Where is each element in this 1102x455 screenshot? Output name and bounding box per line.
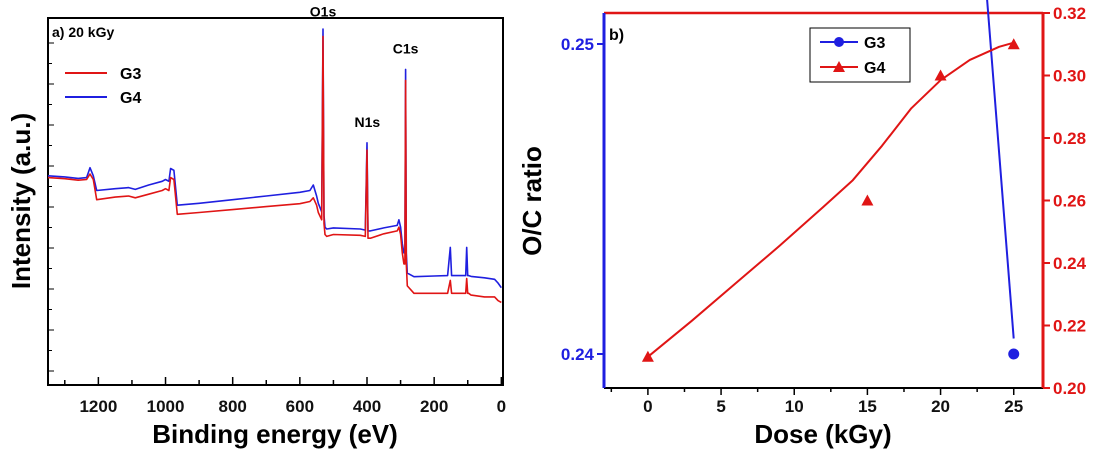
panel-a-legend: G3 G4 xyxy=(65,66,141,107)
right-y-tick-label: 0.22 xyxy=(1053,317,1086,336)
right-y-tick-label: 0.28 xyxy=(1053,129,1086,148)
panel-b-label: b) xyxy=(609,27,624,44)
right-y-tick-label: 0.30 xyxy=(1053,67,1086,86)
panel-a-series-group xyxy=(47,28,502,304)
x-tick-label: 5 xyxy=(716,397,725,416)
panel-a-peak-annotations: O1s N1s C1s xyxy=(310,4,419,130)
series-g4-point xyxy=(861,194,874,206)
legend-g3-label-b: G3 xyxy=(864,35,885,52)
x-tick-label: 200 xyxy=(420,397,448,416)
left-y-tick-label: 0.25 xyxy=(561,35,594,54)
panel-b-x-ticks: 0 5 10 15 20 25 xyxy=(610,388,1023,416)
peak-label-n1s: N1s xyxy=(354,114,380,130)
x-tick-label: 1000 xyxy=(147,397,185,416)
x-tick-label: 20 xyxy=(931,397,950,416)
right-y-tick-label: 0.32 xyxy=(1053,4,1086,23)
panel-b-right-y-ticks: 0.20 0.22 0.24 0.26 0.28 0.30 0.32 xyxy=(1043,4,1087,398)
left-y-tick-label: 0.24 xyxy=(561,345,595,364)
legend-box-b xyxy=(809,27,911,83)
panel-a-y-axis-title: Intensity (a.u.) xyxy=(6,113,36,289)
series-g3-line xyxy=(47,35,502,304)
panel-b-left-y-ticks: 0.240.250.260.270.280.29 xyxy=(561,35,604,364)
series-g3-point xyxy=(1008,348,1020,360)
panel-a-x-axis-title: Binding energy (eV) xyxy=(152,419,398,449)
x-tick-label: 15 xyxy=(858,397,877,416)
series-g4-point xyxy=(934,69,947,81)
right-y-tick-label: 0.26 xyxy=(1053,192,1086,211)
legend-g3-label-a: G3 xyxy=(120,66,141,83)
panel-a-y-ticks xyxy=(48,42,54,372)
legend-g4-label-a: G4 xyxy=(120,90,141,107)
x-tick-label: 0 xyxy=(643,397,652,416)
legend-g4-label-b: G4 xyxy=(864,60,885,77)
legend-g4-marker-b xyxy=(833,61,845,72)
series-g4-point xyxy=(641,350,654,362)
peak-label-o1s: O1s xyxy=(310,4,337,20)
panel-b-legend: G3 G4 xyxy=(809,27,911,83)
x-tick-label: 1200 xyxy=(79,397,117,416)
panel-b-x-axis-title: Dose (kGy) xyxy=(754,419,891,449)
panel-b-series-group xyxy=(641,0,1020,362)
x-tick-label: 800 xyxy=(218,397,246,416)
panel-a-label: a) 20 kGy xyxy=(52,24,114,40)
x-tick-label: 600 xyxy=(286,397,314,416)
series-g4-point xyxy=(1007,38,1020,50)
x-tick-label: 10 xyxy=(785,397,804,416)
peak-label-c1s: C1s xyxy=(393,40,419,56)
panel-a-frame xyxy=(47,17,504,386)
x-tick-label: 0 xyxy=(497,397,506,416)
panel-a-x-ticks: 1200 1000 800 600 400 200 0 xyxy=(64,377,506,416)
x-tick-label: 25 xyxy=(1004,397,1023,416)
x-tick-label: 400 xyxy=(353,397,381,416)
series-g4-line xyxy=(47,28,502,289)
right-y-tick-label: 0.24 xyxy=(1053,254,1087,273)
series-g4-fit-line xyxy=(647,41,1014,358)
panel-b-y-axis-title: O/C ratio xyxy=(517,146,547,256)
panel-a: 1200 1000 800 600 400 200 0 a) 20 kGy O1s N1s C1… xyxy=(6,4,506,449)
right-y-tick-label: 0.20 xyxy=(1053,379,1086,398)
legend-g3-marker-b xyxy=(834,37,844,47)
